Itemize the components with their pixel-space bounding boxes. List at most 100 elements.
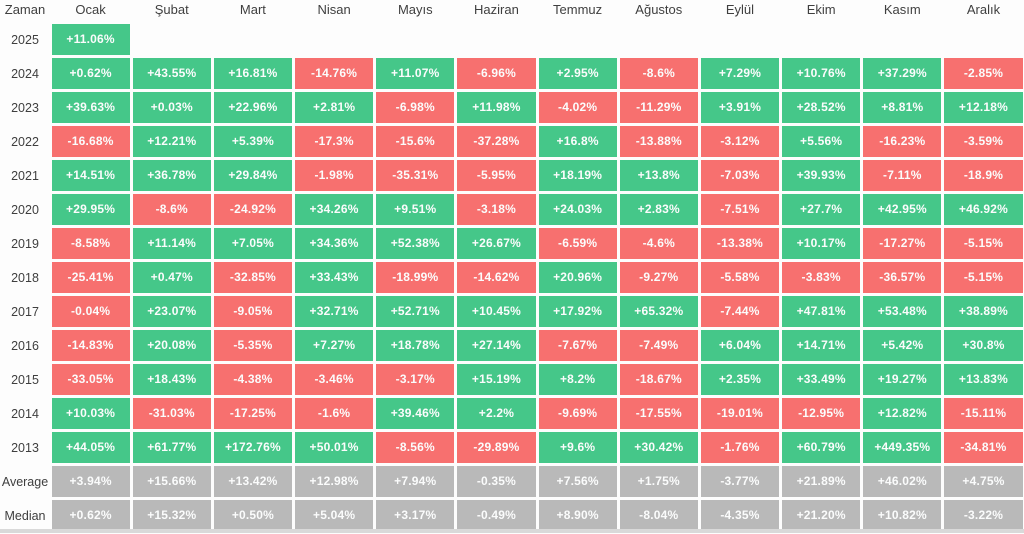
column-header: Kasım bbox=[883, 2, 921, 17]
time-column-header: Zaman bbox=[4, 2, 46, 17]
return-cell: -1.76% bbox=[700, 432, 780, 463]
empty-cell bbox=[944, 24, 1022, 55]
empty-cell bbox=[620, 24, 698, 55]
return-cell: +8.90% bbox=[538, 500, 617, 531]
return-cell: -1.6% bbox=[295, 398, 374, 429]
return-cell: -8.6% bbox=[132, 194, 211, 225]
column-header: Aralık bbox=[966, 2, 1001, 17]
table-row: 2025 +11.06% bbox=[0, 24, 1024, 58]
return-cell: -16.68% bbox=[51, 126, 130, 157]
return-cell: -7.49% bbox=[619, 330, 698, 361]
return-cell: +11.14% bbox=[132, 228, 211, 259]
return-cell: +11.06% bbox=[51, 24, 130, 55]
return-cell: -14.62% bbox=[457, 262, 536, 293]
return-cell: +46.92% bbox=[944, 194, 1023, 225]
return-cell: +39.46% bbox=[376, 398, 455, 429]
return-cell: -7.03% bbox=[700, 160, 780, 191]
return-cell: +18.19% bbox=[538, 160, 617, 191]
return-cell: -9.05% bbox=[213, 296, 293, 327]
return-cell: +34.26% bbox=[295, 194, 374, 225]
return-cell: +46.02% bbox=[863, 466, 942, 497]
table-row: 2022 -16.68% +12.21% +5.39% -17.3% -15.6% -37.… bbox=[0, 126, 1024, 160]
column-header: Haziran bbox=[474, 2, 519, 17]
return-cell: -1.98% bbox=[295, 160, 374, 191]
return-cell: +27.14% bbox=[457, 330, 536, 361]
return-cell: +8.2% bbox=[538, 364, 617, 395]
return-cell: -17.27% bbox=[863, 228, 942, 259]
column-header: Nisan bbox=[317, 2, 351, 17]
return-cell: +10.45% bbox=[457, 296, 536, 327]
row-label: 2014 bbox=[11, 406, 39, 421]
return-cell: +11.98% bbox=[457, 92, 536, 123]
table-row: 2018 -25.41% +0.47% -32.85% +33.43% -18.99% -1… bbox=[0, 262, 1024, 296]
return-cell: +0.50% bbox=[213, 500, 293, 531]
return-cell: -17.55% bbox=[619, 398, 698, 429]
heatmap-rows: 2025 +11.06% 2024 +0.62% +43.55% +16.81% -14.7… bbox=[0, 24, 1024, 534]
return-cell: -7.51% bbox=[700, 194, 780, 225]
return-cell: +9.6% bbox=[538, 432, 617, 463]
table-row: 2020 +29.95% -8.6% -24.92% +34.26% +9.51% -3.1… bbox=[0, 194, 1024, 228]
row-label: 2016 bbox=[11, 338, 39, 353]
return-cell: +12.21% bbox=[132, 126, 211, 157]
table-row: 2023 +39.63% +0.03% +22.96% +2.81% -6.98% +11.… bbox=[0, 92, 1024, 126]
return-cell: -4.38% bbox=[213, 364, 293, 395]
return-cell: -4.02% bbox=[538, 92, 617, 123]
return-cell: +3.94% bbox=[51, 466, 130, 497]
return-cell: +37.29% bbox=[863, 58, 942, 89]
return-cell: -9.69% bbox=[538, 398, 617, 429]
return-cell: +21.20% bbox=[782, 500, 861, 531]
table-row: 2024 +0.62% +43.55% +16.81% -14.76% +11.07% -6… bbox=[0, 58, 1024, 92]
empty-cell bbox=[376, 24, 454, 55]
return-cell: +12.98% bbox=[295, 466, 374, 497]
return-cell: +27.7% bbox=[782, 194, 861, 225]
column-header: Mayıs bbox=[397, 2, 433, 17]
return-cell: -3.46% bbox=[295, 364, 374, 395]
table-row: 2013 +44.05% +61.77% +172.76% +50.01% -8.56% -… bbox=[0, 432, 1024, 466]
return-cell: +30.42% bbox=[619, 432, 698, 463]
row-label: Average bbox=[1, 474, 49, 489]
column-header: Ocak bbox=[75, 2, 106, 17]
return-cell: -8.04% bbox=[619, 500, 698, 531]
return-cell: -36.57% bbox=[863, 262, 942, 293]
return-cell: +65.32% bbox=[619, 296, 698, 327]
return-cell: +36.78% bbox=[132, 160, 211, 191]
row-label: 2019 bbox=[11, 236, 39, 251]
return-cell: -4.35% bbox=[700, 500, 780, 531]
return-cell: +6.04% bbox=[700, 330, 780, 361]
empty-cell bbox=[457, 24, 535, 55]
return-cell: +0.47% bbox=[132, 262, 211, 293]
return-cell: +3.91% bbox=[700, 92, 780, 123]
return-cell: +7.94% bbox=[376, 466, 455, 497]
return-cell: -35.31% bbox=[376, 160, 455, 191]
return-cell: +3.17% bbox=[376, 500, 455, 531]
return-cell: -18.67% bbox=[619, 364, 698, 395]
return-cell: +28.52% bbox=[782, 92, 861, 123]
return-cell: -5.58% bbox=[700, 262, 780, 293]
row-label: 2025 bbox=[11, 32, 39, 47]
return-cell: +10.76% bbox=[782, 58, 861, 89]
return-cell: -9.27% bbox=[619, 262, 698, 293]
return-cell: -5.35% bbox=[213, 330, 293, 361]
return-cell: -0.04% bbox=[51, 296, 130, 327]
return-cell: -3.17% bbox=[376, 364, 455, 395]
return-cell: +10.03% bbox=[51, 398, 130, 429]
return-cell: +449.35% bbox=[863, 432, 942, 463]
return-cell: +29.95% bbox=[51, 194, 130, 225]
table-row: 2015 -33.05% +18.43% -4.38% -3.46% -3.17% +15.… bbox=[0, 364, 1024, 398]
return-cell: +5.04% bbox=[295, 500, 374, 531]
return-cell: +14.51% bbox=[51, 160, 130, 191]
return-cell: +39.63% bbox=[51, 92, 130, 123]
return-cell: +12.82% bbox=[863, 398, 942, 429]
return-cell: +0.03% bbox=[132, 92, 211, 123]
return-cell: +44.05% bbox=[51, 432, 130, 463]
return-cell: -7.67% bbox=[538, 330, 617, 361]
return-cell: +15.32% bbox=[132, 500, 211, 531]
column-header: Ağustos bbox=[635, 2, 683, 17]
return-cell: +18.78% bbox=[376, 330, 455, 361]
table-row: Median +0.62% +15.32% +0.50% +5.04% +3.17% -0.… bbox=[0, 500, 1024, 534]
empty-cell bbox=[539, 24, 617, 55]
return-cell: +38.89% bbox=[944, 296, 1023, 327]
return-cell: -5.15% bbox=[944, 262, 1023, 293]
return-cell: +60.79% bbox=[782, 432, 861, 463]
